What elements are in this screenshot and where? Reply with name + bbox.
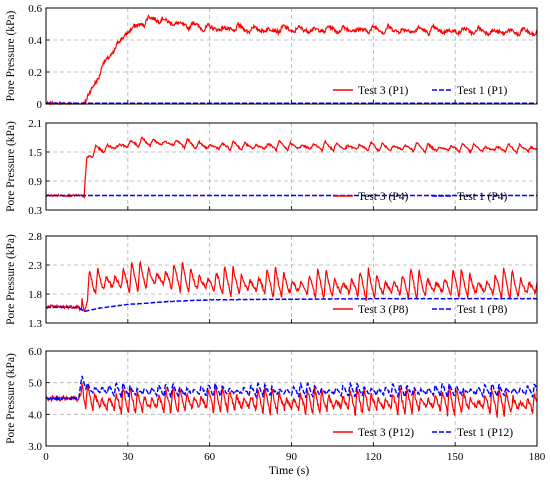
panel-3: 1.3 1.8 2.3 2.8 Pore Pressure (kPa) Test 3 (P… xyxy=(5,231,538,330)
y-tick-label: 2.8 xyxy=(28,231,42,243)
plot-frame xyxy=(45,122,538,211)
y-tick-label: 1.5 xyxy=(28,147,42,159)
x-tick-label: 150 xyxy=(447,451,464,463)
series-line-test-3 xyxy=(45,13,538,107)
panel-4: 3.0 4.0 5.0 6.0 Pore Pressure (kPa) Test 3 (P… xyxy=(5,346,546,463)
y-tick-label: 0.3 xyxy=(28,205,42,217)
plot-frame xyxy=(45,235,538,324)
x-tick-label: 0 xyxy=(43,451,49,463)
legend-entry: Test 1 (P1) xyxy=(457,85,507,97)
y-axis-label: Pore Pressure (kPa) xyxy=(5,10,17,101)
series-line-test-3 xyxy=(45,136,538,200)
plot-frame xyxy=(45,7,538,105)
legend-entry: Test 3 (P4) xyxy=(358,191,408,203)
x-tick-label: 90 xyxy=(286,451,298,463)
legend-entry: Test 3 (P12) xyxy=(358,427,414,439)
y-tick-label: 0 xyxy=(37,99,43,111)
y-tick-label: 3.0 xyxy=(28,441,42,453)
x-tick-label: 120 xyxy=(365,451,382,463)
series-line-test-1 xyxy=(45,297,538,313)
y-axis-label: Pore Pressure (kPa) xyxy=(5,353,17,444)
legend-entry: Test 3 (P1) xyxy=(358,85,408,97)
legend-entry: Test 3 (P8) xyxy=(358,304,408,316)
y-tick-label: 5.0 xyxy=(28,378,42,390)
y-tick-label: 0.9 xyxy=(28,176,42,188)
legend-entry: Test 1 (P12) xyxy=(457,427,513,439)
legend-entry: Test 1 (P4) xyxy=(457,191,507,203)
series-line-test-3 xyxy=(45,383,538,418)
y-tick-label: 0.6 xyxy=(28,3,42,15)
y-tick-label: 2.1 xyxy=(28,118,42,130)
y-tick-label: 0.2 xyxy=(28,67,42,79)
y-tick-label: 6.0 xyxy=(28,346,42,358)
series-line-test-1 xyxy=(45,375,538,402)
panel-1: 0 0.2 0.4 0.6 Pore Pressure (kPa) Test 3 (P1)… xyxy=(5,3,538,111)
plot-frame xyxy=(45,350,538,447)
legend-entry: Test 1 (P8) xyxy=(457,304,507,316)
x-tick-label: 30 xyxy=(122,451,134,463)
y-tick-label: 1.8 xyxy=(28,289,42,301)
y-tick-label: 1.3 xyxy=(28,318,42,330)
x-tick-label: 60 xyxy=(204,451,216,463)
y-tick-label: 2.3 xyxy=(28,260,42,272)
chart-panels: 0 0.2 0.4 0.6 Pore Pressure (kPa) Test 3 (P1)… xyxy=(5,3,546,463)
y-tick-label: 4.0 xyxy=(28,409,42,421)
panel-2: 0.3 0.9 1.5 2.1 Pore Pressure (kPa) Test 3 (P… xyxy=(5,118,538,217)
x-tick-label: 180 xyxy=(529,451,546,463)
y-axis-label: Pore Pressure (kPa) xyxy=(5,121,17,212)
x-axis-label: Time (s) xyxy=(269,463,310,477)
series-line-test-3 xyxy=(45,259,538,313)
y-tick-label: 0.4 xyxy=(28,35,42,47)
y-axis-label: Pore Pressure (kPa) xyxy=(5,234,17,325)
